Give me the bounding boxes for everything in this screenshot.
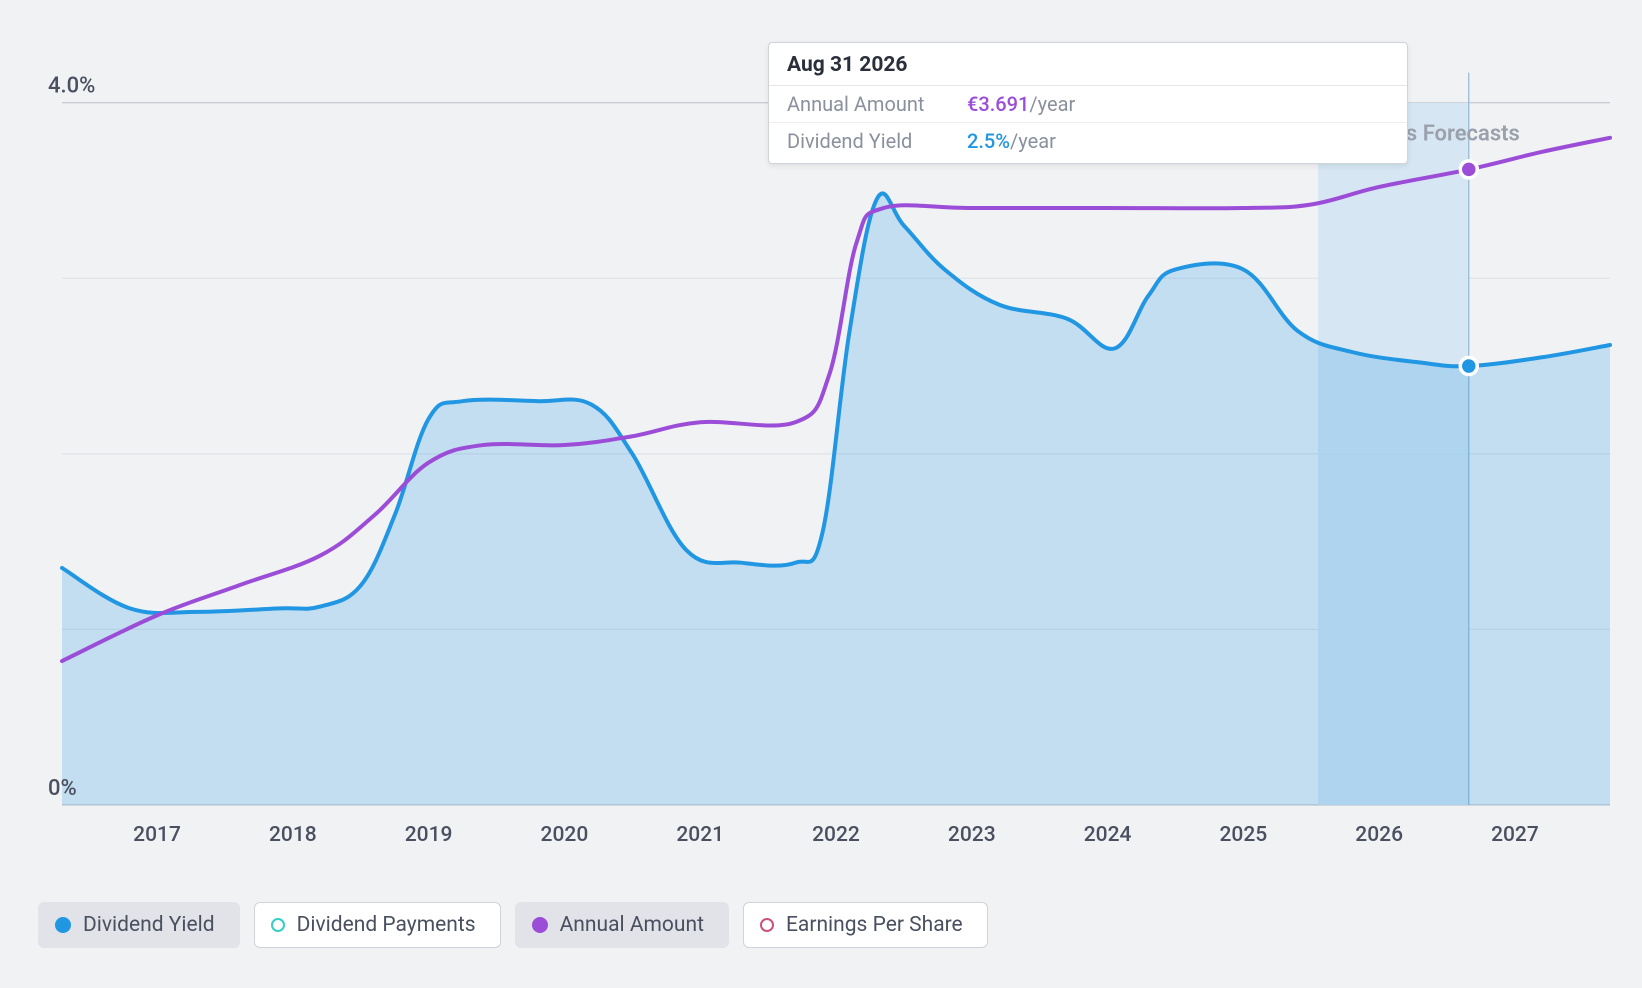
tooltip-row-label: Annual Amount bbox=[787, 92, 967, 116]
x-axis-label: 2025 bbox=[1219, 823, 1267, 847]
tooltip-row-value: €3.691/year bbox=[967, 92, 1075, 116]
hover-marker bbox=[1460, 358, 1477, 375]
legend-item-earnings-per-share[interactable]: Earnings Per Share bbox=[743, 902, 988, 948]
x-axis-label: 2027 bbox=[1491, 823, 1539, 847]
x-axis-label: 2018 bbox=[269, 823, 317, 847]
x-axis-label: 2020 bbox=[541, 823, 589, 847]
legend-item-label: Earnings Per Share bbox=[786, 913, 963, 937]
legend-item-annual-amount[interactable]: Annual Amount bbox=[515, 902, 729, 948]
legend-item-label: Annual Amount bbox=[560, 913, 704, 937]
x-axis-label: 2021 bbox=[676, 823, 724, 847]
x-axis-label: 2019 bbox=[405, 823, 453, 847]
legend-item-label: Dividend Payments bbox=[297, 913, 476, 937]
legend-marker-icon bbox=[532, 917, 548, 933]
tooltip-row: Annual Amount€3.691/year bbox=[769, 86, 1407, 123]
legend-marker-icon bbox=[55, 917, 71, 933]
legend-marker-icon bbox=[760, 918, 774, 932]
tooltip-title: Aug 31 2026 bbox=[769, 43, 1407, 86]
legend-marker-icon bbox=[271, 918, 285, 932]
x-axis-label: 2017 bbox=[133, 823, 181, 847]
tooltip-row: Dividend Yield2.5%/year bbox=[769, 123, 1407, 163]
x-axis-label: 2026 bbox=[1355, 823, 1403, 847]
y-axis-label: 4.0% bbox=[48, 74, 95, 99]
y-axis-label: 0% bbox=[48, 776, 77, 801]
x-axis-label: 2024 bbox=[1084, 823, 1132, 847]
tooltip-row-value: 2.5%/year bbox=[967, 129, 1056, 153]
legend-item-label: Dividend Yield bbox=[83, 913, 215, 937]
legend-item-dividend-yield[interactable]: Dividend Yield bbox=[38, 902, 240, 948]
x-axis-label: 2023 bbox=[948, 823, 996, 847]
chart-tooltip: Aug 31 2026 Annual Amount€3.691/yearDivi… bbox=[768, 42, 1408, 164]
legend-item-dividend-payments[interactable]: Dividend Payments bbox=[254, 902, 501, 948]
chart-legend: Dividend Yield Dividend Payments Annual Am… bbox=[38, 902, 988, 948]
tooltip-row-label: Dividend Yield bbox=[787, 129, 967, 153]
dividend-chart: 0% 4.0% 2017 2018 2019 2020 2021 2022 2023 2024 20… bbox=[0, 0, 1642, 988]
x-axis-label: 2022 bbox=[812, 823, 860, 847]
hover-marker bbox=[1460, 161, 1477, 178]
